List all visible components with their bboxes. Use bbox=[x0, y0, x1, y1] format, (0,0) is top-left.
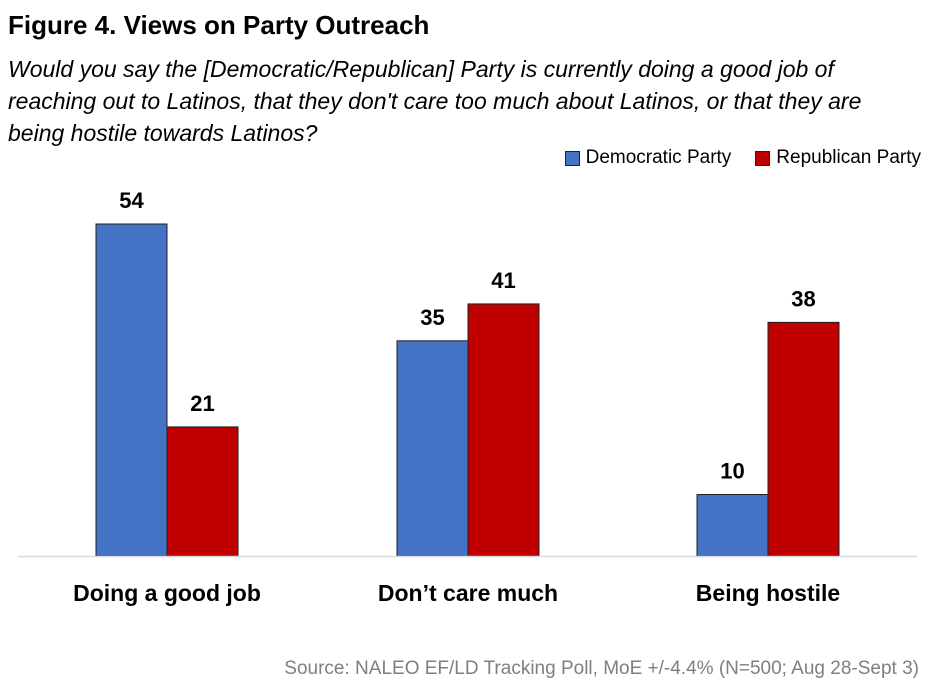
legend-label-democratic: Democratic Party bbox=[585, 147, 732, 168]
data-label-republican-party-doing-a-good-job: 21 bbox=[190, 391, 214, 416]
category-label-doing-a-good-job: Doing a good job bbox=[73, 580, 261, 606]
category-label-being-hostile: Being hostile bbox=[696, 580, 840, 606]
chart-subtitle: Would you say the [Democratic/Republican… bbox=[8, 56, 862, 146]
legend-item-republican: Republican Party bbox=[755, 147, 921, 169]
legend-swatch-democratic bbox=[564, 150, 580, 166]
bar-republican-party-being-hostile bbox=[767, 321, 840, 557]
data-label-democratic-party-doing-a-good-job: 54 bbox=[119, 188, 144, 213]
data-label-democratic-party-being-hostile: 10 bbox=[720, 459, 744, 484]
bar-democratic-party-being-hostile bbox=[696, 494, 769, 557]
data-label-republican-party-don-t-care-much: 41 bbox=[491, 268, 515, 293]
bar-democratic-party-don-t-care-much bbox=[396, 340, 469, 557]
legend-item-democratic: Democratic Party bbox=[564, 147, 732, 169]
data-label-democratic-party-don-t-care-much: 35 bbox=[420, 305, 444, 330]
source-note: Source: NALEO EF/LD Tracking Poll, MoE +… bbox=[284, 658, 919, 679]
category-label-don-t-care-much: Don’t care much bbox=[378, 580, 558, 606]
legend-label-republican: Republican Party bbox=[776, 147, 921, 168]
chart-title: Figure 4. Views on Party Outreach bbox=[8, 10, 430, 40]
bar-republican-party-don-t-care-much bbox=[467, 303, 540, 557]
bar-democratic-party-doing-a-good-job bbox=[95, 223, 168, 557]
legend: Democratic Party Republican Party bbox=[564, 147, 921, 169]
bar-republican-party-doing-a-good-job bbox=[166, 426, 239, 557]
legend-swatch-republican bbox=[755, 150, 771, 166]
data-label-republican-party-being-hostile: 38 bbox=[791, 286, 815, 311]
